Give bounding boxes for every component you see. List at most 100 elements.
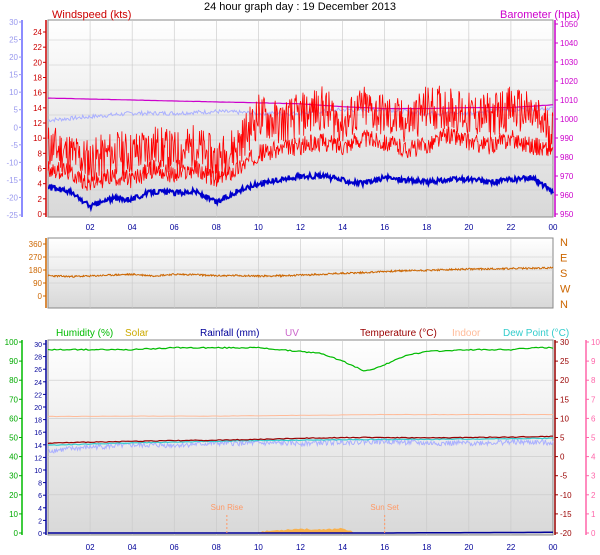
secondary-tick-label: 30 bbox=[34, 342, 42, 349]
temperature-tick-label: 5 bbox=[560, 434, 565, 443]
humidity-tick-label: 20 bbox=[9, 491, 18, 500]
temperature-tick-label: 0 bbox=[560, 453, 565, 462]
sun-marker-label: Sun Set bbox=[370, 503, 399, 512]
wind-x-axis: 02 04 06 08 10 12 14 16 18 20 22 00 bbox=[86, 223, 558, 232]
barometer-tick-label: 1000 bbox=[560, 115, 578, 124]
wind-direction-line bbox=[47, 266, 554, 279]
secondary-tick-label: 0 bbox=[38, 531, 42, 538]
secondary-tick-label: 12 bbox=[34, 455, 42, 462]
humidity-tick-label: 0 bbox=[14, 529, 19, 538]
secondary-tick-label: 6 bbox=[38, 493, 42, 500]
x-tick-label: 12 bbox=[296, 223, 305, 232]
x-tick-label: 14 bbox=[338, 543, 347, 552]
legend-item: Dew Point (°C) bbox=[503, 328, 569, 339]
barometer-tick-label: 990 bbox=[560, 134, 574, 143]
compass-label: S bbox=[560, 268, 567, 280]
x-tick-label: 00 bbox=[549, 223, 558, 232]
secondary-tick-label: 20 bbox=[34, 405, 42, 412]
humidity-tick-label: 50 bbox=[9, 434, 18, 443]
outer-tick-label: 25 bbox=[9, 36, 18, 45]
outer-tick-label: -10 bbox=[6, 158, 18, 167]
compass-label: W bbox=[560, 284, 571, 296]
barometer-tick-label: 960 bbox=[560, 191, 574, 200]
barometer-tick-label: 1050 bbox=[560, 20, 578, 29]
windspeed-tick-label: 6 bbox=[38, 165, 43, 174]
x-tick-label: 22 bbox=[506, 223, 515, 232]
x-tick-label: 20 bbox=[464, 543, 473, 552]
windspeed-tick-label: 12 bbox=[33, 119, 42, 128]
windspeed-tick-label: 24 bbox=[33, 28, 42, 37]
humidity-tick-label: 10 bbox=[9, 510, 18, 519]
humidity-tick-label: 60 bbox=[9, 414, 18, 423]
humidity-axis: 0 10 20 30 40 50 60 70 80 90 100 bbox=[5, 338, 23, 538]
sun-marker-label: Sun Rise bbox=[211, 503, 244, 512]
outer-tick-label: 5 bbox=[14, 106, 19, 115]
windspeed-tick-label: 4 bbox=[38, 180, 43, 189]
x-tick-label: 16 bbox=[380, 543, 389, 552]
x-tick-label: 00 bbox=[549, 543, 558, 552]
legend-item: Temperature (°C) bbox=[360, 328, 437, 339]
x-tick-label: 06 bbox=[170, 543, 179, 552]
dew-point-line bbox=[47, 437, 553, 446]
humidity-tick-label: 30 bbox=[9, 472, 18, 481]
climate-panel-grid bbox=[48, 340, 553, 535]
rainfall-line bbox=[48, 531, 554, 534]
climate-x-axis: 02 04 06 08 10 12 14 16 18 20 22 00 bbox=[86, 543, 558, 552]
x-tick-label: 20 bbox=[464, 223, 473, 232]
x-tick-label: 04 bbox=[128, 223, 137, 232]
windspeed-tick-label: 8 bbox=[38, 149, 43, 158]
windspeed-tick-label: 14 bbox=[33, 104, 42, 113]
x-tick-label: 08 bbox=[212, 543, 221, 552]
legend-item: UV bbox=[285, 328, 299, 339]
legend-item: Indoor bbox=[452, 328, 481, 339]
far-right-tick-label: 2 bbox=[591, 491, 596, 500]
secondary-tick-label: 28 bbox=[34, 355, 42, 362]
pale-trace-line bbox=[47, 437, 554, 454]
compass-label: N bbox=[560, 237, 568, 249]
direction-degree-label: 270 bbox=[29, 253, 43, 262]
humidity-tick-label: 40 bbox=[9, 453, 18, 462]
legend-item: Rainfall (mm) bbox=[200, 328, 259, 339]
secondary-tick-label: 24 bbox=[34, 380, 42, 387]
direction-degree-label: 0 bbox=[38, 292, 43, 301]
secondary-tick-label: 10 bbox=[34, 468, 42, 475]
far-right-tick-label: 8 bbox=[591, 376, 596, 385]
outer-tick-label: 15 bbox=[9, 71, 18, 80]
outer-tick-label: 30 bbox=[9, 18, 18, 27]
legend-item: Solar bbox=[125, 328, 149, 339]
far-right-tick-label: 1 bbox=[591, 510, 596, 519]
barometer-tick-label: 1010 bbox=[560, 96, 578, 105]
windspeed-tick-label: 2 bbox=[38, 195, 43, 204]
x-tick-label: 06 bbox=[170, 223, 179, 232]
humidity-tick-label: 90 bbox=[9, 357, 18, 366]
chart-title: 24 hour graph day : 19 December 2013 bbox=[204, 1, 396, 13]
legend-item: Humidity (%) bbox=[56, 328, 113, 339]
x-tick-label: 16 bbox=[380, 223, 389, 232]
humidity-tick-label: 80 bbox=[9, 376, 18, 385]
barometer-tick-label: 1020 bbox=[560, 77, 578, 86]
temperature-line bbox=[47, 435, 554, 445]
sun-annotations: Sun Rise Sun Set bbox=[211, 503, 400, 535]
humidity-tick-label: 100 bbox=[5, 338, 19, 347]
barometer-tick-label: 970 bbox=[560, 172, 574, 181]
temperature-tick-label: 15 bbox=[560, 395, 569, 404]
secondary-tick-label: 4 bbox=[38, 506, 42, 513]
secondary-tick-label: 22 bbox=[34, 392, 42, 399]
barometer-axis: 950 960 970 980 990 1000 1010 1020 1030 1040 1050 bbox=[554, 20, 578, 219]
pale-trace-line bbox=[47, 104, 554, 123]
secondary-tick-label: 8 bbox=[38, 481, 42, 488]
direction-series bbox=[47, 266, 554, 279]
far-right-tick-label: 5 bbox=[591, 434, 596, 443]
far-right-tick-label: 4 bbox=[591, 453, 596, 462]
outer-tick-label: -15 bbox=[6, 176, 18, 185]
x-tick-label: 18 bbox=[422, 223, 431, 232]
far-right-tick-label: 0 bbox=[591, 529, 596, 538]
windspeed-tick-label: 20 bbox=[33, 58, 42, 67]
average-wind-line bbox=[47, 170, 554, 213]
humidity-line bbox=[47, 346, 554, 372]
outer-tick-label: 20 bbox=[9, 53, 18, 62]
compass-label: E bbox=[560, 253, 567, 265]
windspeed-tick-label: 16 bbox=[33, 89, 42, 98]
